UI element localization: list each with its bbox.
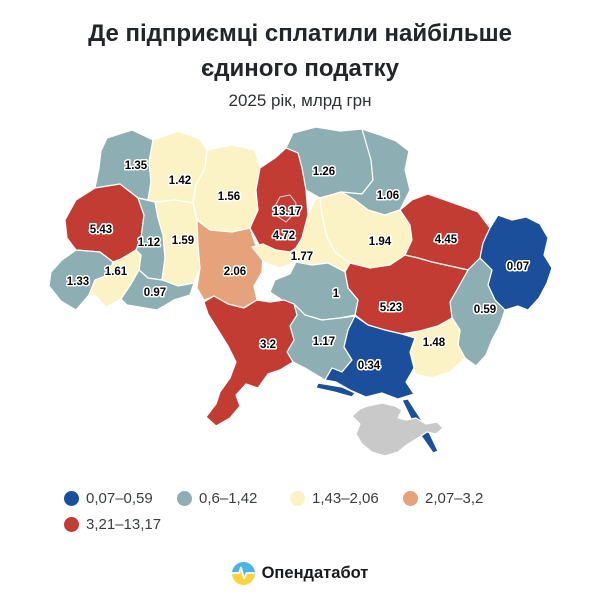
footer-logo: Опендатабот <box>0 562 600 585</box>
region-value-label-kharkiv: 4.45 <box>435 234 458 246</box>
region-value-label-odesa: 3.2 <box>260 339 276 351</box>
region-kherson <box>324 315 416 400</box>
region-kyiv-city <box>274 194 297 223</box>
region-value-label-dnipro: 5.23 <box>380 302 402 314</box>
legend-color-dot <box>290 491 305 506</box>
page-title: Де підприємці сплатили найбільше єдиного… <box>0 16 600 86</box>
region-odesa <box>203 295 298 427</box>
region-value-label-chernihiv: 1.26 <box>313 166 335 178</box>
region-value-label-cherkasy: 1.77 <box>291 251 313 263</box>
region-value-label-kyiv-city: 13.17 <box>273 206 302 218</box>
region-value-label-rivne: 1.42 <box>169 175 191 187</box>
map-regions <box>48 126 553 457</box>
legend-color-dot <box>64 517 79 532</box>
region-value-label-lviv: 5.43 <box>90 224 112 236</box>
region-value-label-volyn: 1.35 <box>125 160 148 172</box>
legend-color-dot <box>403 491 418 506</box>
legend-item: 0,6–1,42 <box>177 490 290 507</box>
title-line-1: Де підприємці сплатили найбільше <box>88 20 512 47</box>
region-chernivtsi <box>120 269 195 311</box>
legend-range-label: 1,43–2,06 <box>312 490 379 507</box>
region-value-label-ivano-frankivsk: 1.61 <box>105 266 128 278</box>
brand-name: Опендатабот <box>261 564 369 582</box>
legend: 0,07–0,59 0,6–1,42 1,43–2,06 2,07–3,2 3,21–1… <box>64 490 516 533</box>
legend-range-label: 0,07–0,59 <box>86 490 153 507</box>
region-value-label-zaporizhzhia: 1.48 <box>423 337 446 349</box>
legend-item: 1,43–2,06 <box>290 490 403 507</box>
region-value-label-zakarpattia: 1.33 <box>67 276 89 288</box>
region-value-label-ternopil: 1.12 <box>138 237 160 249</box>
subtitle: 2025 рік, млрд грн <box>228 91 372 110</box>
map-value-labels: 1.35 1.42 1.56 1.26 1.06 5.43 1.12 1.59 1.33 1.61… <box>65 159 530 374</box>
legend-color-dot <box>64 491 79 506</box>
region-value-label-zhytomyr: 1.56 <box>218 191 240 203</box>
title-line-2: єдиного податку <box>201 55 399 82</box>
region-value-label-kyiv-oblast: 4.72 <box>273 230 295 242</box>
header: Де підприємці сплатили найбільше єдиного… <box>0 16 600 111</box>
region-value-label-kirovohrad: 1 <box>333 288 340 300</box>
legend-item: 3,21–13,17 <box>64 516 177 533</box>
legend-range-label: 0,6–1,42 <box>199 490 258 507</box>
region-value-label-luhansk: 0.07 <box>507 261 529 273</box>
region-value-label-chernivtsi: 0.97 <box>144 287 166 299</box>
region-value-label-vinnytsia: 2.06 <box>224 266 246 278</box>
legend-range-label: 2,07–3,2 <box>425 490 484 507</box>
region-zakarpattia <box>48 249 114 311</box>
region-value-label-khmelnytskyi: 1.59 <box>172 235 194 247</box>
region-value-label-sumy: 1.06 <box>377 190 399 202</box>
region-value-label-mykolaiv: 1.17 <box>313 336 335 348</box>
legend-color-dot <box>177 491 192 506</box>
legend-item: 2,07–3,2 <box>403 490 516 507</box>
region-value-label-poltava: 1.94 <box>369 236 392 248</box>
legend-item: 0,07–0,59 <box>64 490 177 507</box>
region-value-label-donetsk: 0.59 <box>474 304 496 316</box>
legend-range-label: 3,21–13,17 <box>86 516 162 533</box>
region-crimea <box>351 402 444 457</box>
opendatabot-logo-icon <box>231 562 255 585</box>
region-kherson-spit-kinburn <box>315 382 356 398</box>
region-value-label-kherson: 0.34 <box>358 360 381 372</box>
